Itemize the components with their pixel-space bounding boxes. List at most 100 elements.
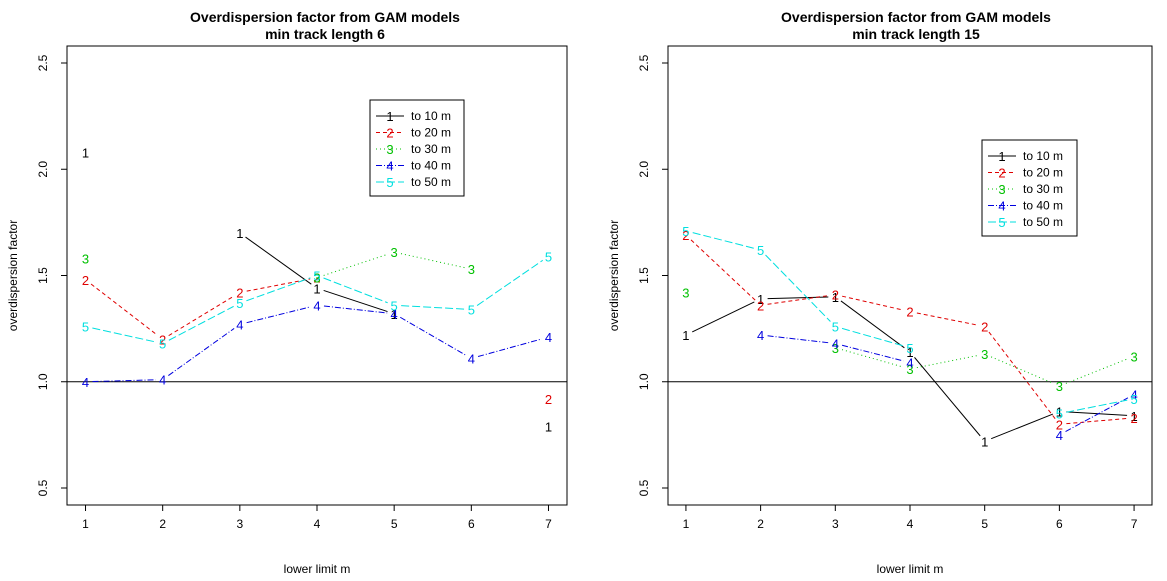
series-4-line-segment [477, 338, 542, 357]
series-5-line-segment [765, 254, 831, 322]
series-3-point: 3 [1056, 379, 1063, 394]
series-5-line-segment [692, 232, 754, 249]
legend-entry: to 20 m [411, 126, 451, 140]
series-3-point: 3 [468, 262, 475, 277]
x-tick-label: 6 [468, 517, 475, 531]
series-5-line-segment [92, 327, 156, 343]
x-tick-label: 2 [159, 517, 166, 531]
series-4-point: 4 [313, 298, 320, 313]
legend-marker-4: 4 [386, 159, 393, 174]
series-5-point: 5 [757, 243, 764, 258]
legend-entry: to 30 m [1023, 182, 1063, 196]
series-3-line-segment [841, 349, 904, 368]
x-tick-label: 6 [1056, 517, 1063, 531]
series-1-line-segment [1066, 411, 1128, 416]
legend-entry: to 40 m [411, 159, 451, 173]
legend-entry: to 40 m [1023, 199, 1063, 213]
series-2-point: 2 [82, 273, 89, 288]
legend-marker-2: 2 [386, 126, 393, 141]
chart-panel-left: Overdispersion factor from GAM modelsmin… [6, 9, 568, 576]
series-2-line-segment [90, 283, 158, 336]
series-1-point: 1 [1056, 405, 1063, 420]
series-3-point: 3 [391, 245, 398, 260]
legend-marker-3: 3 [998, 182, 1005, 197]
series-5-line-segment [476, 259, 543, 306]
plot-frame [667, 45, 1153, 506]
series-2-line-segment [988, 331, 1056, 419]
legend-marker-1: 1 [998, 149, 1005, 164]
x-tick-label: 3 [832, 517, 839, 531]
series-4-point: 4 [82, 375, 89, 390]
y-tick-label: 2.0 [637, 161, 651, 178]
series-3-point: 3 [906, 362, 913, 377]
series-1-line-segment [914, 357, 981, 437]
chart-panel-right: Overdispersion factor from GAM modelsmin… [607, 9, 1153, 576]
series-3-point: 3 [832, 341, 839, 356]
series-1-point: 1 [832, 290, 839, 305]
series-4-point: 4 [468, 351, 475, 366]
series-1-line-segment [991, 413, 1054, 440]
series-3-line-segment [1065, 358, 1128, 384]
y-axis-label: overdispersion factor [607, 220, 621, 331]
series-2-point: 2 [545, 392, 552, 407]
chart-subtitle: min track length 6 [265, 26, 385, 42]
series-1-point: 1 [82, 145, 89, 160]
series-1-point: 1 [682, 328, 689, 343]
series-2-point: 2 [313, 271, 320, 286]
series-2-point: 2 [682, 228, 689, 243]
x-tick-label: 7 [1131, 517, 1138, 531]
legend-entry: to 30 m [411, 142, 451, 156]
series-3-line-segment [400, 253, 465, 269]
series-4-line-segment [399, 316, 466, 356]
legend-entry: to 10 m [411, 109, 451, 123]
series-1-line-segment [692, 301, 755, 333]
series-4-point: 4 [906, 356, 913, 371]
series-5-point: 5 [906, 341, 913, 356]
series-5-point: 5 [159, 337, 166, 352]
y-tick-label: 1.5 [637, 267, 651, 284]
y-tick-label: 0.5 [36, 479, 50, 496]
series-5-line-segment [323, 277, 388, 304]
y-tick-label: 0.5 [637, 479, 651, 496]
x-tick-label: 5 [391, 517, 398, 531]
series-2-line-segment [168, 295, 235, 337]
series-5-line-segment [246, 277, 311, 302]
x-axis-label: lower limit m [877, 562, 944, 576]
series-2-line-segment [842, 295, 904, 311]
series-4-line-segment [168, 328, 235, 376]
series-4-line-segment [323, 305, 388, 314]
series-4-point: 4 [159, 373, 166, 388]
series-2-point: 2 [236, 286, 243, 301]
y-tick-label: 2.5 [637, 54, 651, 71]
y-tick-label: 2.5 [36, 54, 50, 71]
series-1-point: 1 [906, 345, 913, 360]
series-5-point: 5 [468, 303, 475, 318]
series-1-line-segment [840, 300, 905, 349]
series-4-line-segment [92, 379, 156, 383]
series-2-line-segment [916, 312, 978, 326]
legend-marker-5: 5 [998, 215, 1005, 230]
series-5-point: 5 [1130, 392, 1137, 407]
series-5-point: 5 [313, 269, 320, 284]
x-tick-label: 1 [683, 517, 690, 531]
series-3-point: 3 [981, 347, 988, 362]
series-5-line-segment [841, 327, 904, 347]
series-1-point: 1 [236, 226, 243, 241]
series-2-line-segment [246, 278, 311, 292]
series-4-line-segment [767, 335, 829, 344]
series-3-point: 3 [313, 271, 320, 286]
y-tick-label: 1.0 [637, 373, 651, 390]
series-3-line-segment [990, 356, 1054, 384]
series-4-point: 4 [757, 328, 764, 343]
x-tick-label: 5 [981, 517, 988, 531]
legend-marker-2: 2 [998, 166, 1005, 181]
series-3-line-segment [323, 253, 388, 276]
x-tick-label: 3 [236, 517, 243, 531]
series-3-point: 3 [82, 252, 89, 267]
series-5-point: 5 [236, 296, 243, 311]
series-5-point: 5 [1056, 407, 1063, 422]
x-tick-label: 4 [314, 517, 321, 531]
series-2-line-segment [690, 239, 756, 301]
series-2-point: 2 [757, 298, 764, 313]
